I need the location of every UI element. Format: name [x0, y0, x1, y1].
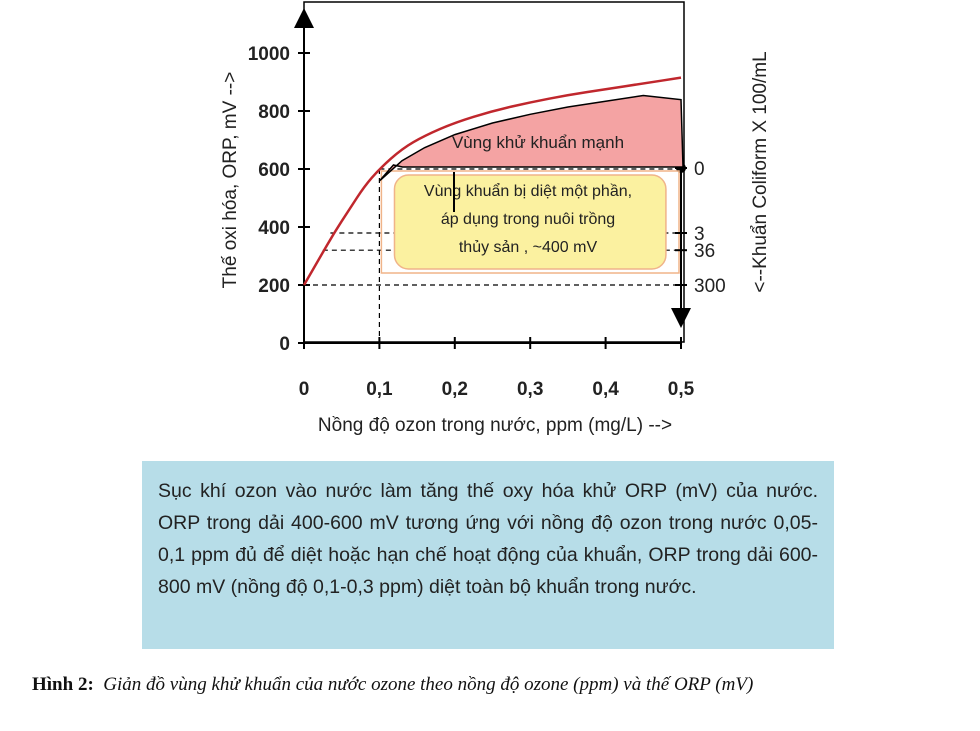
y2-tick-label: 300 [694, 276, 726, 297]
y-tick-label: 600 [258, 160, 290, 181]
x-tick-label: 0,4 [592, 379, 619, 400]
y2-tick-label: 0 [694, 159, 705, 180]
partial-region-label-1: Vùng khuẩn bị diệt một phần, [424, 182, 632, 200]
info-text: Sục khí ozon vào nước làm tăng thế oxy h… [158, 480, 818, 598]
y-axis-title: Thế oxi hóa, ORP, mV --> [220, 72, 241, 289]
info-box: Sục khí ozon vào nước làm tăng thế oxy h… [142, 461, 834, 649]
partial-region-label-3: thủy sản , ~400 mV [459, 239, 598, 256]
orp-chart: Vùng khử khuẩn mạnh Vùng khuẩn bị diệt m… [220, 1, 771, 436]
x-tick-label: 0 [299, 379, 310, 400]
strong-region-label: Vùng khử khuẩn mạnh [452, 133, 624, 152]
y-tick-label: 0 [279, 334, 290, 355]
x-axis-title: Nồng độ ozon trong nước, ppm (mg/L) --> [318, 415, 672, 436]
y2-tick-label: 36 [694, 241, 715, 262]
caption-text: Giản đồ vùng khử khuẩn của nước ozone th… [103, 674, 754, 695]
strong-region [378, 94, 684, 182]
plot-frame [303, 1, 685, 343]
x-tick-label: 0,5 [668, 379, 695, 400]
partial-region-label-2: áp dụng trong nuôi trồng [441, 211, 615, 228]
y-tick-label: 200 [258, 276, 290, 297]
y2-axis-title: <--Khuẩn Coliform X 100/mL [750, 51, 771, 292]
partial-region-outer [380, 170, 680, 274]
y-tick-label: 800 [258, 102, 290, 123]
y2-tick-label: 3 [694, 224, 705, 245]
x-tick-label: 0,3 [517, 379, 543, 400]
y-tick-label: 400 [258, 218, 290, 239]
figure-caption: Hình 2: Giản đồ vùng khử khuẩn của nước … [32, 672, 977, 697]
caption-label: Hình 2: [32, 674, 94, 695]
partial-region [393, 174, 667, 270]
y-tick-label: 1000 [248, 44, 290, 65]
x-tick-label: 0,2 [442, 379, 468, 400]
x-tick-label: 0,1 [366, 379, 393, 400]
orp-curve [302, 76, 682, 286]
